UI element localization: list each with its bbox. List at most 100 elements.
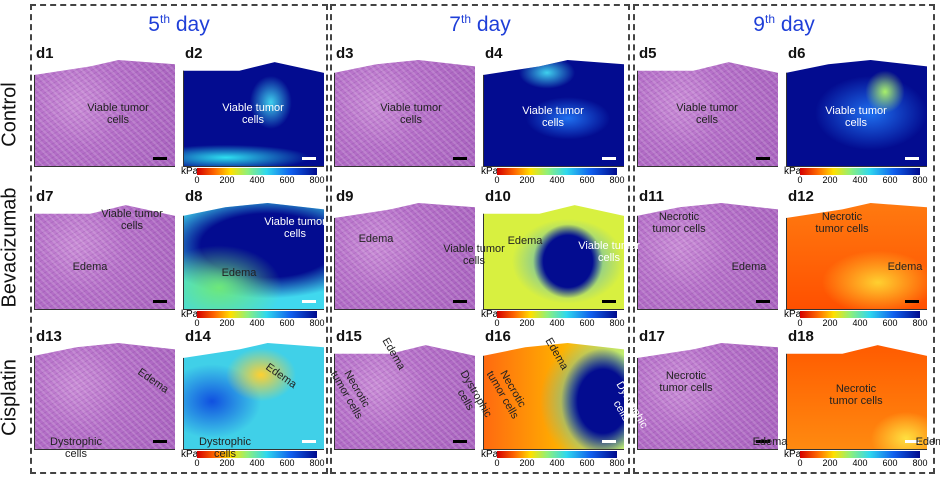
- colorbar-tick: 600: [279, 318, 295, 328]
- elastography-map: [483, 60, 624, 167]
- day-number: 5: [148, 13, 160, 36]
- colorbar-tick: 600: [279, 458, 295, 468]
- annotation: Viable tumor cells: [264, 215, 326, 240]
- histology-image: [637, 203, 778, 310]
- colorbar-unit: kPa: [181, 309, 199, 320]
- panel-label: d5: [639, 45, 657, 62]
- annotation: Viable tumor cells: [578, 240, 640, 265]
- histology-image: [34, 343, 175, 450]
- panel-label: d12: [788, 188, 814, 205]
- colorbar-tick: 800: [609, 458, 625, 468]
- elastography-map: [483, 343, 624, 450]
- day-suffix: th: [764, 12, 775, 26]
- colorbar-gradient: [197, 311, 317, 318]
- colorbar: kPa 0 200 400 600 800: [481, 166, 625, 188]
- colorbar-gradient: [497, 451, 617, 458]
- colorbar-tick: 0: [194, 318, 200, 328]
- colorbar: kPa 0 200 400 600 800: [784, 309, 928, 331]
- scale-bar: [905, 440, 919, 443]
- elastography-map: [786, 345, 927, 450]
- colorbar: kPa 0 200 400 600 800: [784, 449, 928, 471]
- colorbar-tick: 800: [609, 175, 625, 185]
- panel-label: d16: [485, 328, 511, 345]
- colorbar-tick: 200: [519, 318, 535, 328]
- scale-bar: [602, 440, 616, 443]
- scale-bar: [153, 440, 167, 443]
- colorbar-gradient: [800, 451, 920, 458]
- colorbar-tick: 400: [549, 318, 565, 328]
- colorbar-tick: 400: [549, 175, 565, 185]
- annotation: Necrotic tumor cells: [652, 211, 706, 236]
- colorbar-tick: 800: [912, 458, 928, 468]
- annotation: Edema: [731, 261, 767, 274]
- colorbar-tick: 200: [519, 458, 535, 468]
- colorbar-unit: kPa: [784, 449, 802, 460]
- panel-label: d17: [639, 328, 665, 345]
- panel-label: d3: [336, 45, 354, 62]
- scale-bar: [453, 300, 467, 303]
- scale-bar: [905, 157, 919, 160]
- histology-image: [334, 60, 475, 167]
- colorbar-tick: 0: [194, 458, 200, 468]
- colorbar-tick: 800: [912, 318, 928, 328]
- annotation: Viable tumor cells: [380, 102, 442, 127]
- scale-bar: [453, 440, 467, 443]
- scale-bar: [756, 300, 770, 303]
- scale-bar: [302, 440, 316, 443]
- colorbar-tick: 200: [822, 318, 838, 328]
- colorbar-tick: 400: [852, 175, 868, 185]
- colorbar-unit: kPa: [481, 449, 499, 460]
- colorbar-unit: kPa: [481, 166, 499, 177]
- colorbar-tick: 200: [519, 175, 535, 185]
- colorbar: kPa 0 200 400 600 800: [181, 449, 325, 471]
- colorbar: kPa 0 200 400 600 800: [481, 309, 625, 331]
- column-2: 7th day: [330, 4, 630, 474]
- panel-label: d9: [336, 188, 354, 205]
- day-word: day: [471, 13, 511, 36]
- colorbar-tick: 400: [249, 318, 265, 328]
- panel-label: d7: [36, 188, 54, 205]
- colorbar-tick: 0: [194, 175, 200, 185]
- colorbar-unit: kPa: [481, 309, 499, 320]
- colorbar-tick: 800: [309, 318, 325, 328]
- annotation: Viable tumor cells: [676, 102, 738, 127]
- colorbar-tick: 0: [797, 318, 803, 328]
- scale-bar: [153, 157, 167, 160]
- colorbar-tick: 200: [822, 175, 838, 185]
- column-3: 9th day: [633, 4, 935, 474]
- colorbar-tick: 600: [579, 175, 595, 185]
- scale-bar: [302, 300, 316, 303]
- colorbar-tick: 800: [609, 318, 625, 328]
- day-word: day: [775, 13, 815, 36]
- annotation: Viable tumor cells: [443, 243, 505, 268]
- scale-bar: [453, 157, 467, 160]
- colorbar-unit: kPa: [784, 166, 802, 177]
- colorbar-tick: 0: [494, 175, 500, 185]
- colorbar: kPa 0 200 400 600 800: [181, 166, 325, 188]
- annotation: Edema: [221, 266, 257, 279]
- annotation: Edema: [915, 436, 940, 449]
- histology-image: [637, 62, 778, 167]
- colorbar-tick: 600: [882, 175, 898, 185]
- panel-label: d4: [485, 45, 503, 62]
- scale-bar: [602, 300, 616, 303]
- column-1: 5th day: [30, 4, 328, 474]
- colorbar-tick: 400: [249, 458, 265, 468]
- annotation: Viable tumor cells: [101, 208, 163, 233]
- colorbar-tick: 600: [882, 318, 898, 328]
- elastography-map: [183, 343, 324, 450]
- annotation: Edema: [887, 261, 923, 274]
- annotation: Necrotic tumor cells: [829, 383, 883, 408]
- day-number: 7: [449, 13, 461, 36]
- annotation: Dystrophic cells: [199, 436, 251, 461]
- elastography-map: [786, 203, 927, 310]
- annotation: Dystrophic cells: [50, 436, 102, 461]
- annotation: Edema: [752, 436, 788, 449]
- colorbar-unit: kPa: [181, 449, 199, 460]
- panel-label: d10: [485, 188, 511, 205]
- histology-image: [637, 343, 778, 450]
- annotation: Viable tumor cells: [87, 102, 149, 127]
- elastography-map: [183, 62, 324, 167]
- row-label: Control: [0, 82, 21, 147]
- colorbar-tick: 600: [579, 318, 595, 328]
